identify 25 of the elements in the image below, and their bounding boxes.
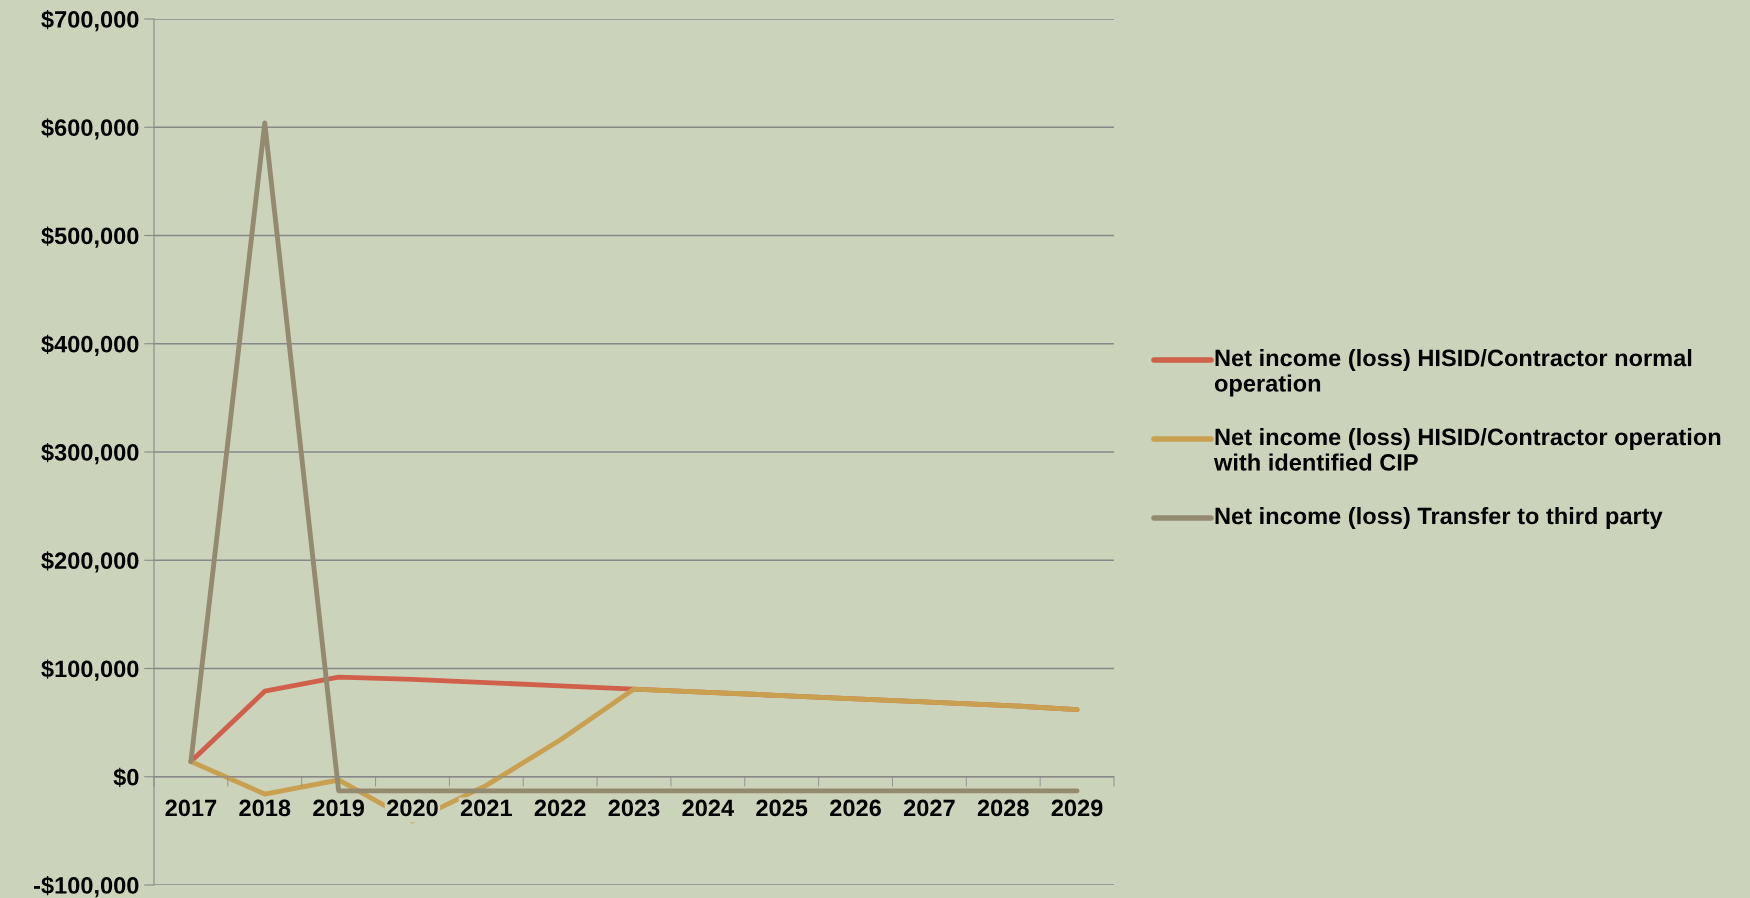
- x-tick-label: 2025: [756, 799, 808, 817]
- x-tick-label: 2026: [830, 799, 881, 817]
- x-tick-label: 2024: [682, 799, 734, 817]
- x-tick-label: 2022: [534, 799, 586, 817]
- y-tick-label: $100,000: [41, 659, 139, 681]
- x-tick-label: 2028: [977, 799, 1029, 817]
- legend-label: Net income (loss) HISID/Contractor operation with identified CIP: [1213, 428, 1721, 471]
- x-tick-label: 2018: [239, 799, 291, 817]
- y-tick-label: -$100,000: [34, 876, 139, 898]
- x-tick-label: 2017: [165, 799, 217, 817]
- y-tick-label: $300,000: [41, 443, 139, 465]
- x-tick-label: 2029: [1051, 799, 1103, 817]
- x-tick-label: 2020: [387, 799, 438, 817]
- x-tick-label: 2023: [608, 799, 660, 817]
- y-tick-label: $700,000: [41, 10, 139, 32]
- x-tick-label: 2021: [460, 799, 512, 817]
- x-tick-label: 2019: [313, 799, 365, 817]
- y-tick-label: $400,000: [41, 334, 139, 356]
- y-tick-label: $200,000: [41, 551, 139, 573]
- legend-label: Net income (loss) HISID/Contractor normal operation: [1214, 349, 1692, 397]
- y-tick-label: $0: [113, 767, 139, 788]
- y-tick-label: $600,000: [41, 118, 139, 140]
- x-tick-label: 2027: [903, 799, 955, 817]
- y-tick-label: $500,000: [41, 226, 139, 248]
- legend-label: Net income (loss) Transfer to third party: [1215, 507, 1663, 530]
